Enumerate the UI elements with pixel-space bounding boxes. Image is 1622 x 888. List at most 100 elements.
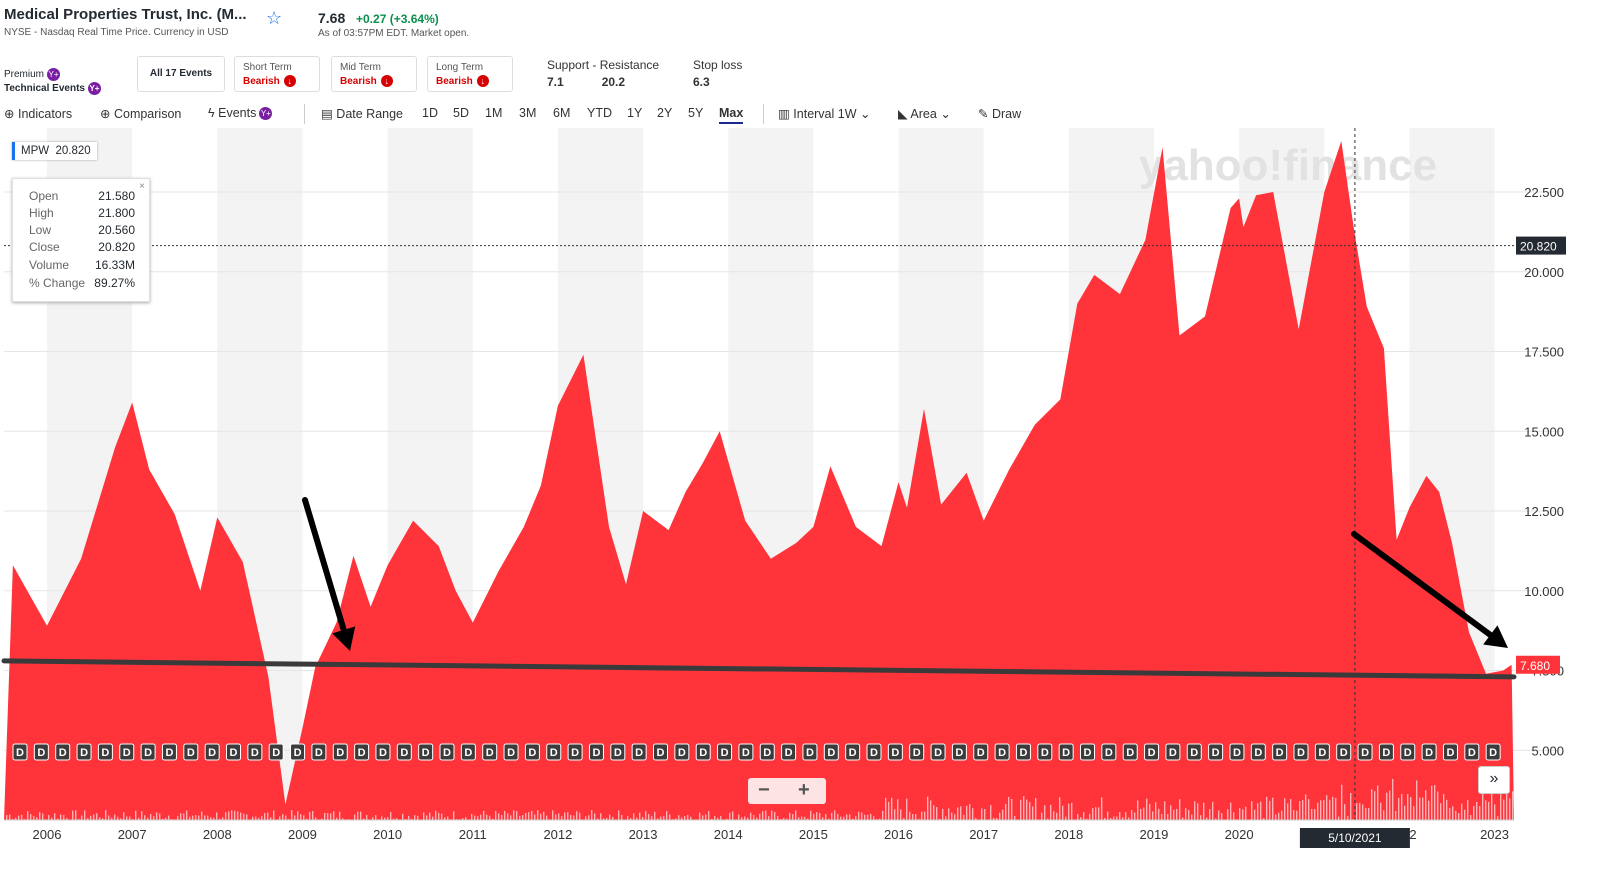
volume-bar — [1482, 780, 1484, 820]
volume-bar — [240, 812, 242, 820]
support-trendline — [1, 658, 1517, 680]
volume-bar — [1467, 799, 1469, 820]
scroll-forward-button[interactable]: » — [1478, 766, 1510, 794]
range-5d[interactable]: 5D — [453, 106, 469, 120]
volume-bar — [1188, 809, 1190, 820]
dividend-marker-label: D — [336, 747, 344, 759]
volume-bar — [1503, 799, 1505, 820]
volume-bar — [141, 811, 143, 820]
dividend-marker-box — [845, 743, 861, 761]
volume-bar — [1506, 785, 1508, 820]
volume-bar — [216, 812, 218, 820]
watchlist-star-icon[interactable]: ☆ — [266, 8, 283, 28]
as-of-time: As of 03:57PM EDT. Market open. — [318, 28, 470, 39]
dividend-marker: D — [1464, 743, 1480, 761]
range-ytd[interactable]: YTD — [587, 106, 612, 120]
y-tick-label: 12.500 — [1524, 504, 1564, 519]
chart-type-button[interactable]: ◣ Area ⌄ — [898, 106, 951, 121]
volume-bar — [1242, 809, 1244, 820]
dividend-marker: D — [311, 743, 327, 761]
date-range-label: Date Range — [336, 107, 404, 121]
volume-bar — [480, 814, 482, 820]
dividend-marker-label: D — [571, 747, 579, 759]
close-icon[interactable]: × — [139, 181, 145, 192]
volume-bar — [627, 816, 629, 820]
volume-bar — [357, 811, 359, 820]
volume-bar — [168, 815, 170, 820]
volume-bar — [501, 815, 503, 820]
all-events-button[interactable]: All 17 Events — [137, 56, 225, 92]
comparison-button[interactable]: ⊕ Comparison — [100, 106, 181, 121]
dividend-marker: D — [973, 743, 989, 761]
dividend-marker: D — [460, 743, 476, 761]
premium-label: Premium — [4, 69, 45, 81]
dividend-marker-box — [909, 743, 925, 761]
volume-bar — [117, 816, 119, 820]
volume-bar — [1260, 801, 1262, 820]
volume-bar — [867, 814, 869, 820]
volume-bar — [831, 812, 833, 820]
range-1m[interactable]: 1M — [485, 106, 503, 120]
dividend-marker: D — [1485, 743, 1501, 761]
dividend-marker-label: D — [1169, 747, 1177, 759]
plus-circle-icon: ⊕ — [4, 107, 15, 121]
volume-bar — [528, 812, 530, 820]
close-label: Close — [29, 240, 60, 254]
long-term-label: Long Term — [436, 62, 484, 73]
volume-bar — [1044, 805, 1046, 820]
volume-bar — [1089, 813, 1091, 820]
x-tick-label: 2007 — [118, 827, 147, 842]
change-value: 89.27% — [94, 276, 135, 290]
date-range-button[interactable]: ▤ Date Range — [321, 106, 403, 121]
interval-button[interactable]: ▥ Interval 1W ⌄ — [778, 106, 871, 121]
volume-bar — [21, 814, 23, 820]
company-title: Medical Properties Trust, Inc. (M... — [4, 6, 247, 23]
dividend-marker-box — [802, 743, 818, 761]
volume-bar — [948, 808, 950, 820]
volume-bar — [1446, 799, 1448, 820]
volume-bar — [858, 811, 860, 820]
range-1d[interactable]: 1D — [422, 106, 438, 120]
range-2y[interactable]: 2Y — [657, 106, 673, 120]
volume-bar — [1218, 810, 1220, 820]
range-6m[interactable]: 6M — [553, 106, 571, 120]
dividend-marker: D — [994, 743, 1010, 761]
dividend-marker: D — [226, 743, 241, 761]
volume-bar — [1299, 801, 1301, 820]
range-max[interactable]: Max — [719, 106, 744, 124]
price-chart[interactable]: yahoo!finance D D D D D D D D D D D D D D D D D D D D D D D D D D… — [0, 128, 1622, 854]
volume-bar — [384, 817, 386, 820]
range-5y[interactable]: 5Y — [688, 106, 704, 120]
arrow-shaft — [302, 497, 347, 633]
volume-bar — [1434, 785, 1436, 820]
volume-bar — [432, 816, 434, 820]
long-term-event[interactable]: Long Term Bearish ↓ — [427, 56, 513, 92]
range-3m[interactable]: 3M — [519, 106, 537, 120]
mid-term-event[interactable]: Mid Term Bearish ↓ — [331, 56, 417, 92]
zoom-out-button[interactable]: − — [758, 779, 770, 801]
dividend-marker: D — [738, 743, 754, 761]
volume-bar — [306, 818, 308, 820]
range-1y[interactable]: 1Y — [627, 106, 643, 120]
volume-bar — [228, 811, 230, 820]
events-button[interactable]: ϟ Events Y+ — [208, 106, 273, 121]
zoom-in-button[interactable]: + — [798, 779, 810, 801]
volume-bar — [1077, 814, 1079, 820]
volume-bar — [387, 817, 389, 820]
dividend-marker-box — [354, 743, 370, 761]
volume-bar — [267, 812, 269, 820]
volume-bar — [855, 816, 857, 820]
dividend-marker-label: D — [614, 747, 622, 759]
volume-bar — [642, 816, 644, 820]
volume-bar — [1275, 814, 1277, 820]
chevron-down-icon: ⌄ — [940, 107, 951, 121]
indicators-button[interactable]: ⊕ Indicators — [4, 106, 72, 121]
volume-bar — [471, 813, 473, 820]
short-term-event[interactable]: Short Term Bearish ↓ — [234, 56, 320, 92]
draw-button[interactable]: ✎ Draw — [978, 106, 1021, 121]
last-price-tag: 7.680 — [1516, 655, 1560, 674]
volume-bar — [222, 817, 224, 820]
dividend-marker: D — [1293, 743, 1309, 761]
volume-bar — [918, 818, 920, 820]
